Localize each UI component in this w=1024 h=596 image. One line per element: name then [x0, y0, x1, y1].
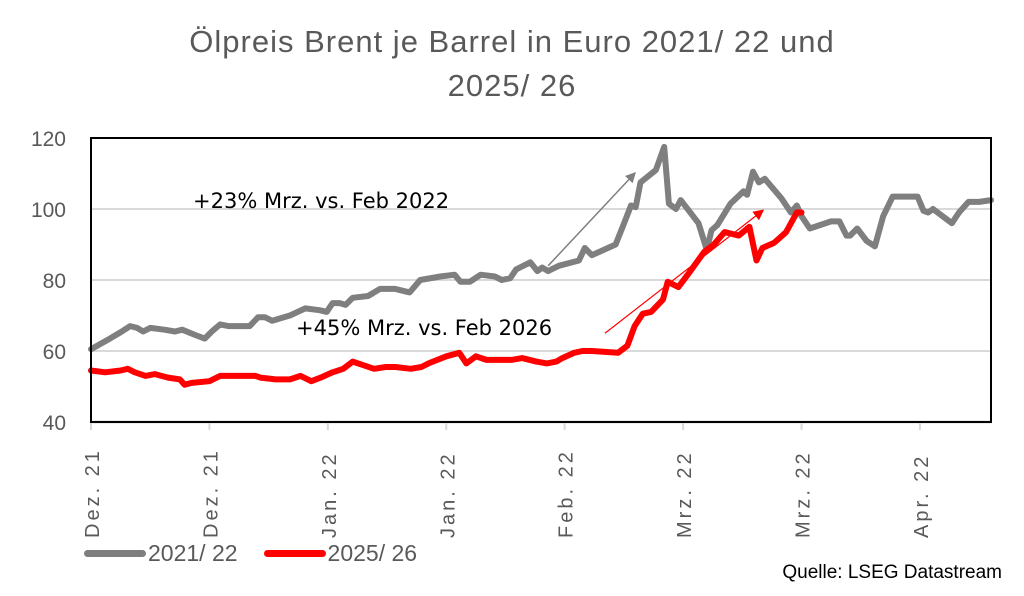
source-note: Quelle: LSEG Datastream [782, 562, 1002, 583]
y-tick-label: 40 [43, 412, 66, 435]
series-line-202122[interactable] [88, 143, 994, 353]
legend-item-2021-22[interactable]: 2021/ 22 [84, 540, 238, 567]
y-tick-label: 100 [31, 199, 66, 222]
x-axis: Dez. 21 Dez. 21 Jan. 22 Jan. 22 Feb. 22 Mrz. … [82, 422, 933, 538]
x-tick-label: Dez. 21 [82, 448, 104, 538]
legend: 2021/ 22 2025/ 26 [84, 540, 443, 567]
annotations: +23% Mrz. vs. Feb 2022 +45% Mrz. vs. Feb … [193, 171, 765, 340]
legend-label: 2025/ 26 [327, 540, 418, 566]
chart-title: Ölpreis Brent je Barrel in Euro 2021/ 22… [0, 20, 1024, 108]
x-tick-label: Mrz. 22 [674, 450, 696, 538]
chart-title-line-2: 2025/ 26 [447, 68, 577, 103]
legend-swatch-red [263, 550, 326, 557]
y-tick-label: 80 [43, 270, 66, 293]
x-tick-label: Jan. 22 [319, 451, 341, 538]
annotation-gray-text: +23% Mrz. vs. Feb 2022 [193, 189, 449, 213]
y-tick-label: 120 [31, 128, 66, 151]
x-tick-label: Feb. 22 [556, 449, 578, 538]
legend-label: 2021/ 22 [148, 540, 238, 566]
x-tick-label: Dez. 21 [200, 448, 222, 538]
y-axis: 40 60 80 100 120 [31, 128, 66, 435]
annotation-red-text: +45% Mrz. vs. Feb 2026 [296, 316, 552, 340]
chart-title-line-1: Ölpreis Brent je Barrel in Euro 2021/ 22… [189, 24, 835, 59]
series-line-202526[interactable] [88, 209, 805, 388]
x-tick-label: Mrz. 22 [793, 450, 815, 538]
legend-swatch-gray [84, 550, 146, 557]
arrow-icon-red [604, 209, 765, 334]
series-lines [88, 143, 994, 388]
legend-item-2025-26[interactable]: 2025/ 26 [263, 540, 418, 567]
x-tick-label: Apr. 22 [911, 454, 933, 538]
y-tick-label: 60 [43, 341, 66, 364]
x-tick-label: Jan. 22 [437, 451, 459, 538]
arrow-icon-gray [547, 171, 636, 267]
plot-frame [90, 137, 992, 423]
